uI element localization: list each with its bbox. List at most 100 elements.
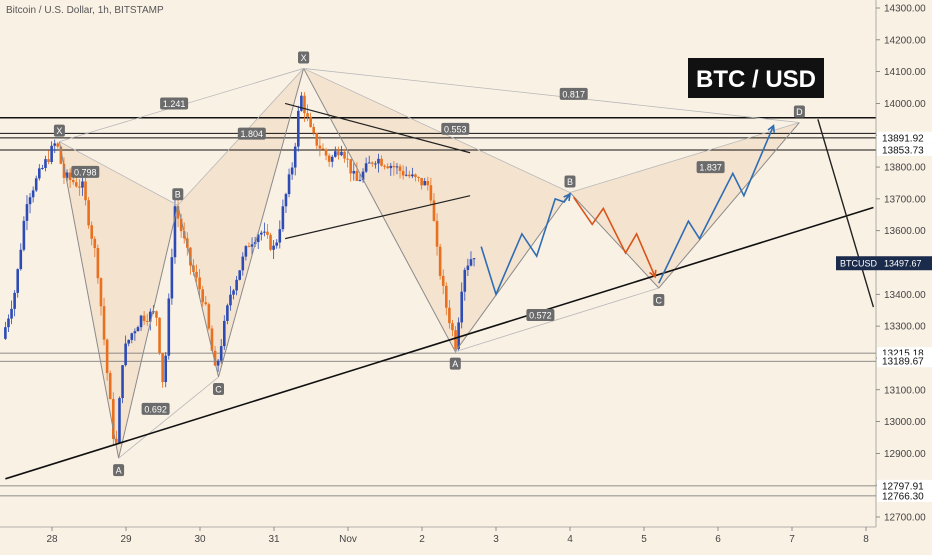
big-title-bg [688,58,824,98]
pattern1-ratio-2: 1.241 [163,99,186,109]
candle-body-31 [99,278,103,307]
candle-body-19 [62,163,66,178]
candle-body-143 [444,285,448,308]
pattern2-point-a: A [452,359,458,369]
pattern2-point-d-bg [793,105,805,118]
candle-body-51 [161,353,164,383]
candle-body-106 [330,156,334,162]
candle-body-112 [349,159,353,174]
y-tick-label-6: 13300.00 [884,322,926,333]
candle-body-58 [182,231,186,239]
y-tick-label-16: 14300.00 [884,4,926,15]
candle-body-12 [41,167,44,169]
pattern1-ratio-line-0 [59,141,178,206]
candle-body-138 [429,185,433,201]
pattern2-ratio-3-bg [696,161,725,174]
candle-body-67 [210,328,214,351]
y-tick-label-15: 14200.00 [884,35,926,46]
candle-body-148 [460,291,464,323]
candle-body-136 [423,181,427,186]
candle-body-150 [466,265,470,270]
candle-body-37 [118,398,121,443]
candle-body-73 [229,294,232,306]
candle-body-43 [136,327,140,332]
candle-body-133 [414,174,417,177]
candle-body-70 [219,346,223,361]
candle-body-113 [352,170,356,174]
price-tag-2: 13215.18 [882,349,924,360]
y-tick-label-7: 13400.00 [884,290,926,301]
candle-body-78 [244,246,248,257]
candle-body-95 [296,110,300,147]
pattern2-fill-bcd [570,122,800,288]
candle-body-110 [343,151,346,159]
pattern2-point-x-bg [298,51,310,64]
candle-body-47 [148,311,152,322]
x-tick-label-10: 7 [789,534,795,545]
pattern1-ratio-3: 1.804 [241,129,264,139]
y-tick-label-11: 13800.00 [884,163,926,174]
candle-body-129 [401,170,405,176]
candle-body-71 [222,320,226,347]
candle-body-105 [327,155,331,162]
candle-body-68 [213,350,217,366]
projection-path-1-arrowhead [563,192,571,202]
candle-body-39 [124,343,127,366]
candle-body-92 [287,174,291,195]
pattern2-point-b-bg [564,175,576,188]
candle-body-25 [81,181,84,188]
candle-body-99 [309,116,312,127]
candle-body-36 [115,439,118,443]
candle-body-0 [4,327,7,339]
pattern2-point-x: X [301,53,307,63]
y-tick-label-2: 12900.00 [884,449,926,460]
candle-body-49 [155,311,158,318]
candle-body-88 [275,242,279,246]
candle-body-5 [19,249,23,270]
candle-body-77 [241,256,245,271]
projection-path-2 [573,196,656,278]
candle-body-104 [324,149,328,156]
candle-body-116 [361,171,365,180]
pattern1-ratio-1-bg [141,402,170,415]
candle-body-108 [337,151,340,156]
price-tag-bg-3 [877,355,932,368]
candle-body-8 [28,197,32,205]
pattern2-ratio-2: 0.817 [562,89,585,99]
candle-body-46 [145,320,149,322]
pattern2-point-c: C [656,295,663,305]
candle-body-38 [121,365,124,399]
candle-body-139 [432,200,436,221]
candle-body-128 [398,166,402,171]
candle-body-126 [392,165,396,168]
candle-body-40 [127,339,131,344]
candle-body-127 [395,166,399,168]
y-tick-label-3: 13000.00 [884,417,926,428]
candle-body-23 [74,182,78,187]
candle-body-84 [263,231,266,233]
symbol-tag-bg [836,256,932,271]
candle-body-13 [44,159,47,168]
pattern1-point-b: B [175,190,181,200]
candle-body-29 [93,238,97,249]
pattern1-fill-bcd [177,68,304,378]
candle-body-149 [463,269,467,292]
candle-body-120 [374,163,377,165]
candle-body-56 [176,206,180,219]
pattern2-point-b: B [567,177,573,187]
pattern1-point-c-bg [213,383,224,396]
price-tag-5: 12766.30 [882,491,924,502]
candle-body-44 [139,315,143,328]
x-tick-label-1: 29 [120,534,132,545]
candle-body-101 [315,133,319,146]
candle-body-66 [207,304,211,329]
candle-body-55 [173,206,177,258]
last-price: 13497.67 [884,259,922,269]
triangle-lower-line [284,195,471,240]
pattern1-ratio-2-bg [160,97,189,110]
candle-body-75 [235,279,238,291]
projection-path-3-arrowhead [767,124,775,133]
pattern2-point-d: D [796,107,803,117]
